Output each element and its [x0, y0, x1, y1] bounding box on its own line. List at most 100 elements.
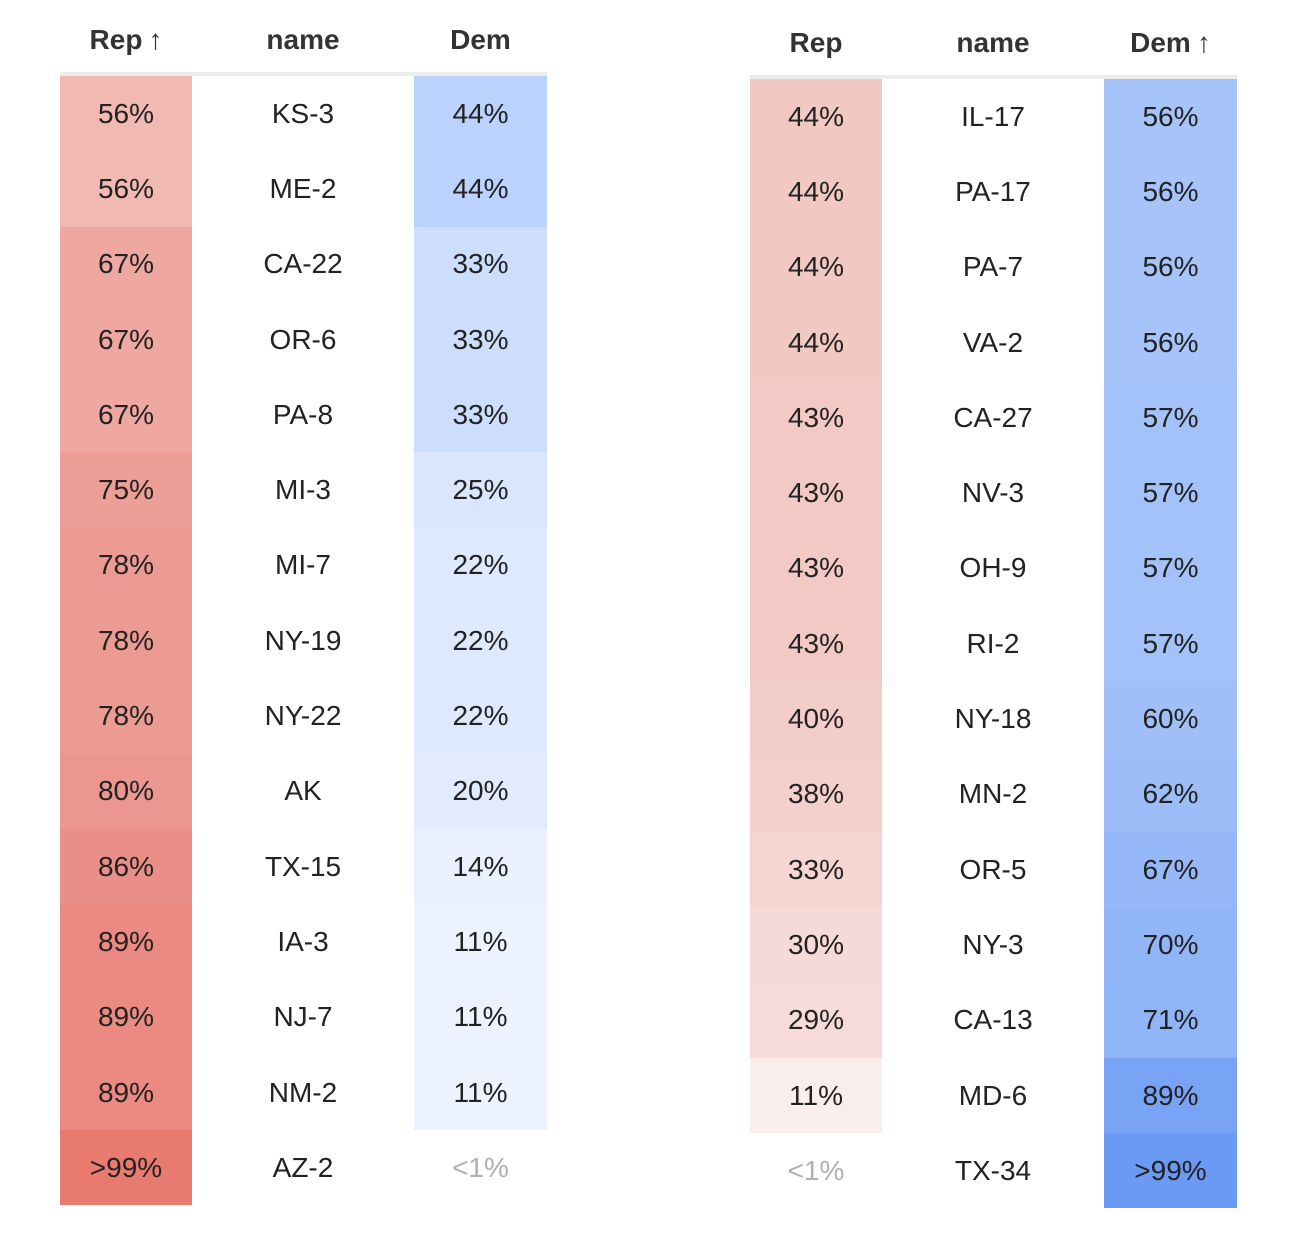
district-name-cell: NM-2 [268, 1076, 338, 1108]
district-name-cell: KS-3 [271, 97, 335, 129]
district-name-cell: CA-13 [953, 1004, 1033, 1036]
table-row: 67% CA-22 33% [60, 226, 547, 302]
district-name-cell: OR-6 [269, 323, 337, 355]
dem-probability-cell: 11% [414, 1054, 547, 1131]
table-row: 44% VA-2 56% [750, 304, 1237, 381]
district-name-cell: TX-15 [264, 850, 342, 882]
dem-header[interactable]: Dem ↑ [1104, 11, 1237, 79]
rep-probability-cell: 67% [60, 377, 192, 453]
district-name-cell: IA-3 [277, 925, 329, 957]
dem-probability-cell: 67% [1104, 831, 1237, 908]
dem-probability-cell: 60% [1104, 681, 1237, 757]
district-name-cell: OR-5 [959, 853, 1027, 885]
rep-probability-cell: 43% [750, 380, 882, 456]
table-row: 40% NY-18 60% [750, 681, 1237, 757]
left-table: Rep ↑ name Dem 56% KS-3 44% 56% ME-2 44% 67% CA-… [60, 8, 547, 1206]
rep-probability-cell: 89% [60, 979, 192, 1055]
dem-probability-cell: 57% [1104, 530, 1237, 607]
dem-probability-cell: 57% [1104, 380, 1237, 456]
dem-probability-cell: 22% [414, 678, 547, 754]
table-row: 44% IL-17 56% [750, 77, 1237, 155]
dem-probability-cell: 62% [1104, 756, 1237, 832]
rep-probability-cell: 44% [750, 304, 882, 381]
dem-probability-cell: 56% [1104, 304, 1237, 381]
rep-probability-cell: 40% [750, 681, 882, 757]
dem-probability-cell: 70% [1104, 907, 1237, 983]
district-name-cell: RI-2 [966, 627, 1020, 659]
table-row: 67% OR-6 33% [60, 301, 547, 378]
rep-probability-cell: 67% [60, 301, 192, 378]
dem-probability-cell: <1% [414, 1130, 547, 1206]
dem-probability-cell: 33% [414, 226, 547, 302]
rep-header[interactable]: Rep ↑ [60, 8, 192, 76]
district-name-cell: NY-19 [264, 624, 342, 656]
rep-probability-cell: 33% [750, 831, 882, 908]
dem-header[interactable]: Dem [414, 8, 547, 76]
table-row: 80% AK 20% [60, 753, 547, 829]
table-row: 78% MI-7 22% [60, 527, 547, 604]
district-name-cell: PA-8 [272, 398, 334, 430]
table-row: 44% PA-7 56% [750, 229, 1237, 305]
table-row: 86% TX-15 14% [60, 828, 547, 905]
name-header[interactable]: name [192, 8, 414, 76]
table-row: 44% PA-17 56% [750, 154, 1237, 230]
dem-probability-cell: 33% [414, 377, 547, 453]
table-row: 56% ME-2 44% [60, 151, 547, 227]
dem-probability-cell: 22% [414, 527, 547, 604]
rep-probability-cell: 89% [60, 1054, 192, 1131]
table-row: 30% NY-3 70% [750, 907, 1237, 983]
table-row: 89% IA-3 11% [60, 904, 547, 980]
district-name-cell: PA-17 [955, 175, 1031, 207]
table-row: 67% PA-8 33% [60, 377, 547, 453]
district-name-cell: NY-3 [962, 928, 1024, 960]
dem-probability-cell: 56% [1104, 229, 1237, 305]
rep-probability-cell: 67% [60, 226, 192, 302]
district-name-cell: ME-2 [269, 172, 337, 204]
table-row: <1% TX-34 >99% [750, 1133, 1237, 1209]
rep-header[interactable]: Rep [750, 11, 882, 79]
district-name-cell: TX-34 [954, 1154, 1032, 1186]
dem-probability-cell: 56% [1104, 154, 1237, 230]
name-header[interactable]: name [882, 11, 1104, 79]
dem-probability-cell: 22% [414, 603, 547, 679]
rep-probability-cell: 11% [750, 1057, 882, 1134]
rep-probability-cell: 43% [750, 606, 882, 682]
district-name-cell: NY-22 [264, 700, 342, 732]
district-name-cell: VA-2 [962, 326, 1024, 358]
rep-probability-cell: 78% [60, 603, 192, 679]
table-row: 43% RI-2 57% [750, 606, 1237, 682]
district-name-cell: NY-18 [954, 703, 1032, 735]
table-row: 89% NM-2 11% [60, 1054, 547, 1131]
dem-probability-cell: 57% [1104, 606, 1237, 682]
rep-probability-cell: 56% [60, 74, 192, 152]
rep-probability-cell: 44% [750, 77, 882, 155]
table-row: 43% CA-27 57% [750, 380, 1237, 456]
dem-probability-cell: 20% [414, 753, 547, 829]
header-row: Rep ↑ name Dem [60, 8, 547, 76]
table-row: 89% NJ-7 11% [60, 979, 547, 1055]
dem-probability-cell: 11% [414, 979, 547, 1055]
table-row: 78% NY-22 22% [60, 678, 547, 754]
rep-probability-cell: 38% [750, 756, 882, 832]
table-row: >99% AZ-2 <1% [60, 1130, 547, 1206]
dem-probability-cell: 44% [414, 74, 547, 152]
district-name-cell: AK [284, 775, 322, 807]
table-row: 56% KS-3 44% [60, 74, 547, 152]
rep-probability-cell: 30% [750, 907, 882, 983]
district-name-cell: NJ-7 [273, 1001, 333, 1033]
district-name-cell: NV-3 [961, 477, 1025, 509]
table-row: 43% NV-3 57% [750, 455, 1237, 531]
district-name-cell: OH-9 [959, 552, 1027, 584]
dem-probability-cell: 33% [414, 301, 547, 378]
district-name-cell: AZ-2 [272, 1151, 334, 1183]
table-row: 43% OH-9 57% [750, 530, 1237, 607]
sort-ascending-icon: ↑ [148, 24, 163, 55]
rep-probability-cell: 75% [60, 452, 192, 528]
rep-probability-cell: 44% [750, 154, 882, 230]
dem-probability-cell: 56% [1104, 77, 1237, 155]
dem-probability-cell: 71% [1104, 982, 1237, 1058]
district-name-cell: MI-3 [275, 474, 331, 506]
table-row: 78% NY-19 22% [60, 603, 547, 679]
dem-probability-cell: 14% [414, 828, 547, 905]
dem-probability-cell: 25% [414, 452, 547, 528]
